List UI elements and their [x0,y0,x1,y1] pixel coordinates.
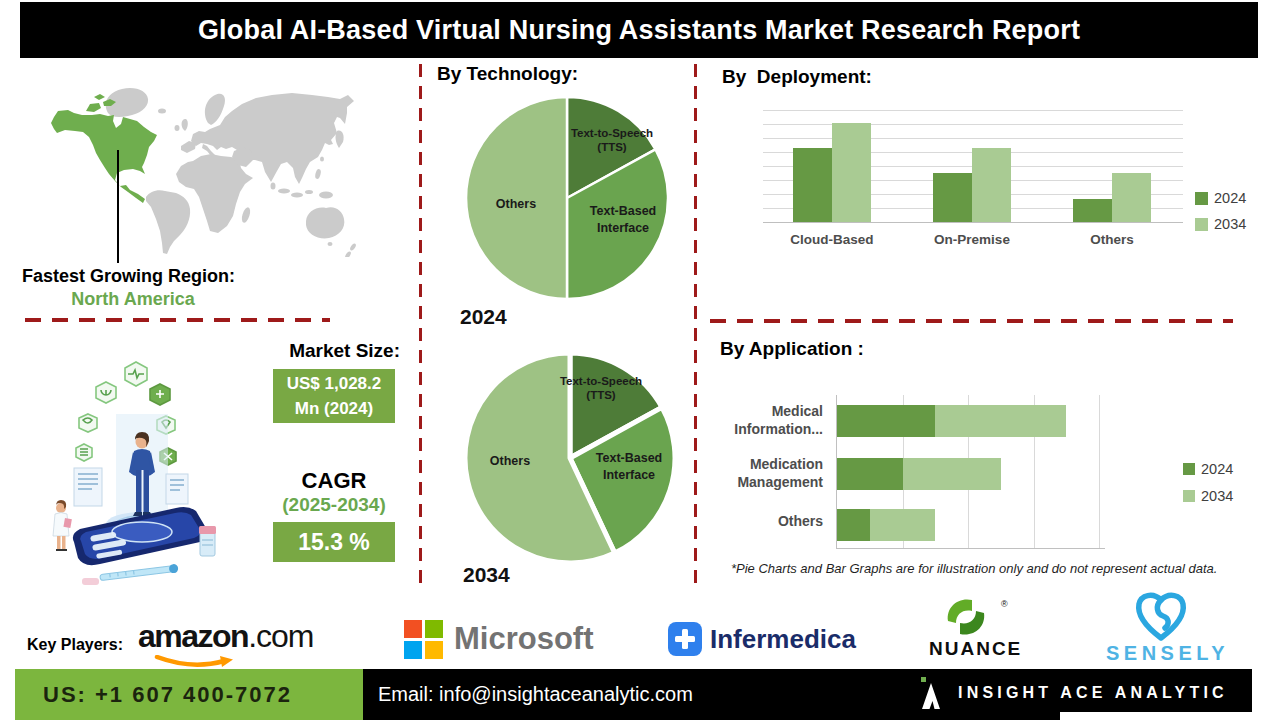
pie2-year: 2034 [463,563,510,587]
legend-swatch-app-2034 [1183,490,1195,502]
fastest-region-value: North America [22,289,244,310]
hbar-2024-0 [837,405,935,437]
bar-2024-2 [1073,199,1112,223]
market-size-value: US$ 1,028.2 Mn (2024) [273,369,395,423]
pie2-label-others: Others [475,454,545,468]
market-size-label: Market Size: [280,340,400,362]
hbar-2024-1 [837,458,903,490]
bar-2034-0 [832,123,871,222]
application-heading: By Application : [720,338,864,360]
legend-label-2024: 2024 [1214,190,1246,206]
key-players-label: Key Players: [27,636,123,654]
infermedica-logo: Infermedica [668,622,702,660]
hbar-2034-1 [903,458,1001,490]
bar-2024-1 [933,173,972,222]
sensely-heart-icon [1132,588,1190,642]
hbar-2034-2 [870,509,936,541]
bar-2034-1 [972,148,1011,222]
application-legend-2024: 2024 [1183,461,1233,477]
microsoft-wordmark: Microsoft [454,621,594,657]
insight-ace-wordmark: INSIGHT ACE ANALYTIC [958,684,1228,702]
technology-heading: By Technology: [437,63,578,85]
phone-number: US: +1 607 400-7072 [43,682,292,708]
infermedica-plus-icon [668,622,702,656]
application-legend-2034: 2034 [1183,488,1233,504]
deployment-legend-2024: 2024 [1195,190,1246,206]
pie1-label-text-based: Text-Based Interface [578,203,668,237]
nuance-swoosh-icon [946,597,998,637]
legend-label-2034: 2034 [1214,216,1246,232]
legend-swatch-2034 [1195,218,1208,231]
microsoft-squares-icon [404,620,443,659]
pie1-label-tts: Text-to-Speech (TTS) [557,126,667,154]
deployment-cat-1: On-Premise [912,231,1032,248]
bar-2034-2 [1112,173,1151,222]
hbar-2024-2 [837,509,870,541]
insight-ace-logo: INSIGHT ACE ANALYTIC [920,677,946,715]
deployment-legend-2034: 2034 [1195,216,1246,232]
deployment-cat-2: Others [1052,231,1172,248]
world-map [50,87,380,257]
email-address: Email: info@insightaceanalytic.com [378,683,693,706]
deployment-cat-0: Cloud-Based [772,231,892,248]
pie2-label-text-based: Text-Based Interface [584,450,674,484]
divider-horizontal-right [710,319,1233,323]
sensely-wordmark: SENSELY [1106,642,1229,665]
footer-phone-bar: US: +1 607 400-7072 [15,669,363,720]
deployment-chart [763,110,1183,223]
cagr-label: CAGR [273,468,395,494]
infermedica-wordmark: Infermedica [710,624,856,655]
application-cat-2: Others [693,512,823,530]
pie2-label-tts: Text-to-Speech (TTS) [558,374,644,402]
cagr-period: (2025-2034) [263,494,405,516]
legend-swatch-app-2024 [1183,463,1195,475]
legend-swatch-2024 [1195,192,1208,205]
divider-horizontal-left [25,318,330,322]
page-title: Global AI-Based Virtual Nursing Assistan… [198,15,1080,46]
nuance-wordmark: NUANCE [929,638,1022,660]
nuance-registered-mark: ® [1001,599,1008,609]
application-cat-0: Medical Information... [693,402,823,438]
fastest-region-label: Fastest Growing Region: [22,266,235,287]
cagr-value: 15.3 % [273,522,395,562]
disclaimer-note: *Pie Charts and Bar Graphs are for illus… [731,561,1217,576]
pie1-year: 2024 [460,305,507,329]
amazon-wordmark-com: .com [248,618,313,654]
legend-label-app-2024: 2024 [1201,461,1233,477]
pie1-label-others: Others [481,197,551,211]
nurse-hologram-illustration [48,356,228,591]
divider-vertical-1 [419,64,422,588]
microsoft-logo: Microsoft [404,620,443,663]
insight-ace-icon [920,677,946,711]
amazon-logo: amazon.com [138,618,313,655]
application-chart [836,395,1105,549]
hbar-2034-0 [935,405,1066,437]
amazon-wordmark: amazon [138,618,248,654]
deployment-heading: By Deployment: [722,66,872,88]
infographic: { "title": "Global AI-Based Virtual Nurs… [0,0,1280,720]
bar-2024-0 [793,148,832,222]
footer-white-strip [1060,712,1280,720]
legend-label-app-2034: 2034 [1201,488,1233,504]
divider-vertical-2 [694,64,697,588]
map-pointer-line [117,150,119,263]
application-cat-1: Medication Management [693,455,823,491]
title-bar: Global AI-Based Virtual Nursing Assistan… [20,2,1258,58]
